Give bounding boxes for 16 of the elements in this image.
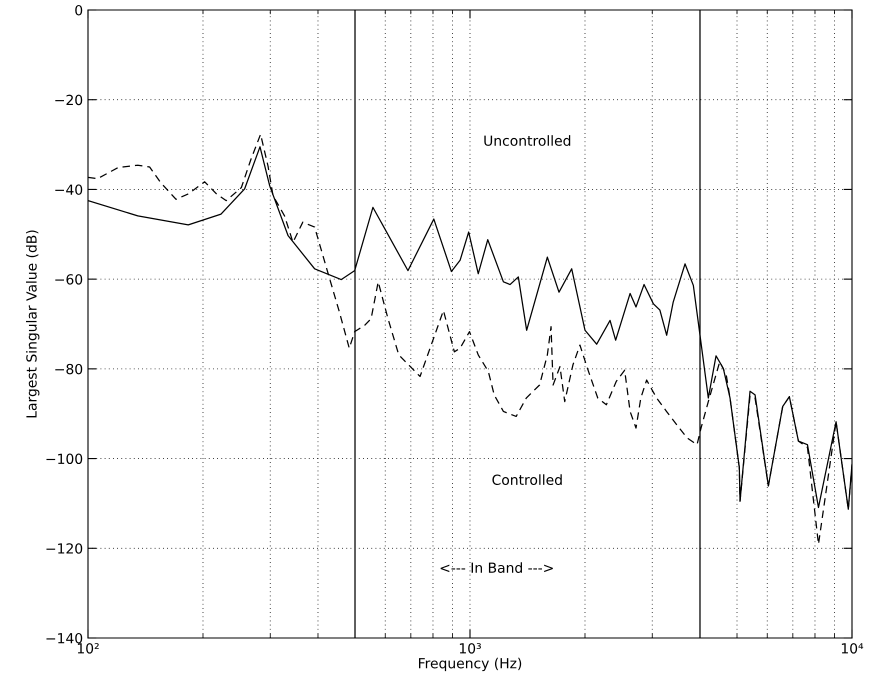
y-tick-label: −60	[55, 274, 82, 285]
y-tick-label: −120	[46, 543, 82, 554]
y-tick-label: −100	[46, 454, 82, 464]
x-tick-label: 10³	[460, 643, 481, 654]
annotation: Controlled	[492, 474, 562, 486]
y-axis-title: Largest Singular Value (dB)	[26, 230, 40, 418]
y-tick-label: −80	[55, 364, 82, 374]
x-tick-label: 10⁴	[842, 643, 864, 654]
y-tick-label: −20	[55, 94, 82, 106]
y-tick-label: −40	[55, 184, 82, 195]
x-tick-label: 10²	[78, 643, 99, 654]
y-tick-label: −140	[46, 632, 82, 644]
annotation: <--- In Band --->	[440, 562, 553, 573]
annotation: Uncontrolled	[484, 135, 570, 146]
x-axis-title: Frequency (Hz)	[418, 658, 522, 672]
y-tick-label: 0	[75, 4, 82, 16]
